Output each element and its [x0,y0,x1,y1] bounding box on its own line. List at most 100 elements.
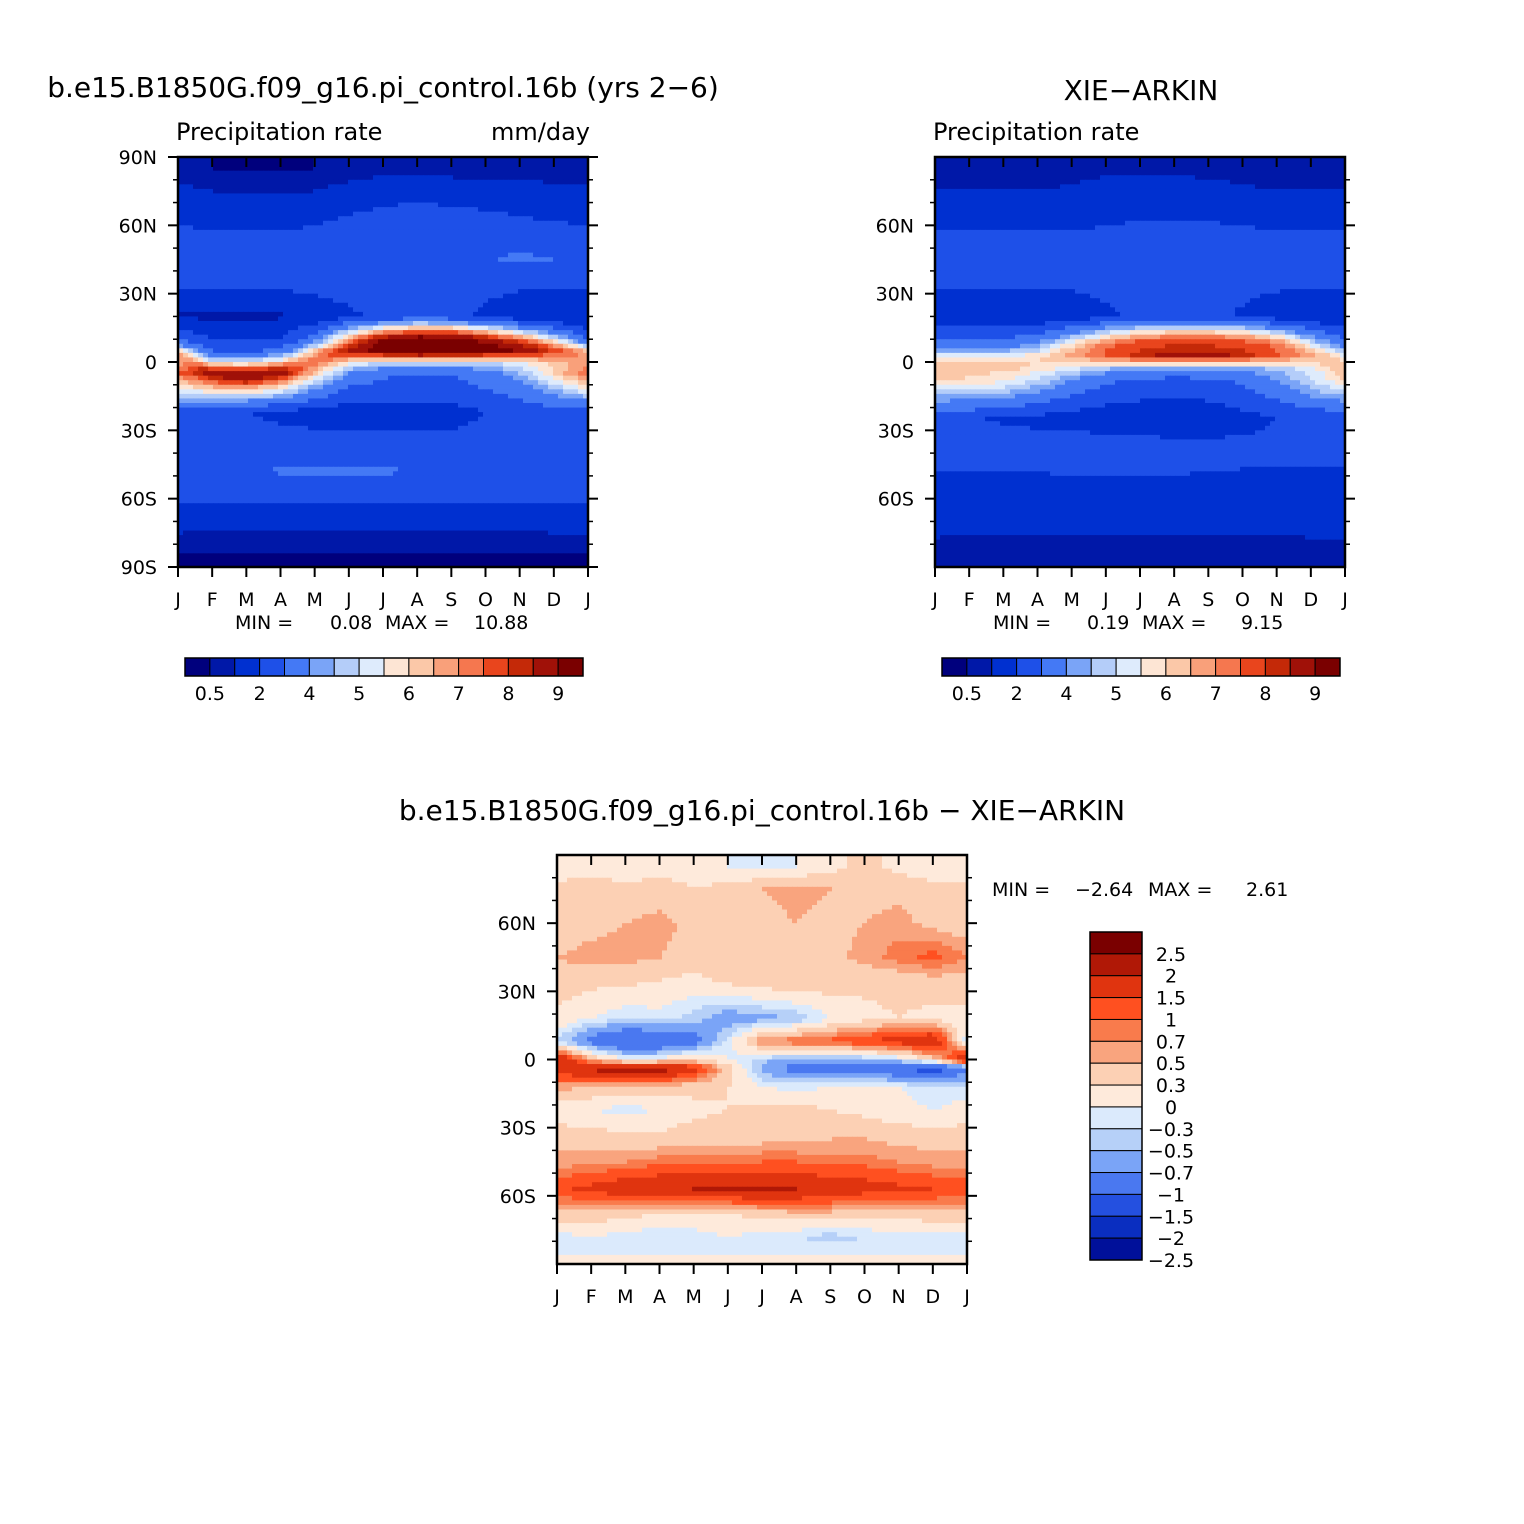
heatmap-cell [218,384,224,390]
heatmap-cell [228,225,234,231]
heatmap-cell [368,430,374,436]
heatmap-cell [478,384,484,390]
heatmap-cell [568,425,574,431]
heatmap-cell [578,412,584,418]
heatmap-cell [323,416,329,422]
heatmap-cell [273,398,279,404]
heatmap-cell [238,257,244,263]
heatmap-cell [528,393,534,400]
heatmap-cell [553,166,559,172]
heatmap-cell [513,184,519,190]
heatmap-cell [398,280,404,286]
heatmap-cell [488,266,494,272]
heatmap-cell [233,198,239,204]
heatmap-cell [258,393,264,400]
heatmap-cell [283,380,289,386]
heatmap-cell [383,248,389,254]
heatmap-cell [363,339,369,345]
heatmap-cell [243,403,249,409]
heatmap-cell [258,321,264,327]
heatmap-cell [193,225,199,231]
heatmap-cell [403,362,409,368]
heatmap-cell [313,393,319,400]
heatmap-cell [228,412,234,418]
heatmap-cell [303,184,309,190]
heatmap-cell [473,393,479,400]
heatmap-cell [333,375,339,381]
heatmap-cell [363,229,369,236]
heatmap-cell [418,252,424,258]
heatmap-cell [293,225,299,231]
heatmap-cell [518,352,524,359]
heatmap-cell [233,261,239,267]
heatmap-cell [563,261,569,267]
heatmap-cell [363,293,369,299]
heatmap-cell [378,380,384,386]
heatmap-cell [298,202,304,208]
heatmap-cell [323,334,329,340]
heatmap-cell [188,403,194,409]
heatmap-cell [408,393,414,400]
heatmap-cell [518,198,524,204]
heatmap-cell [548,425,554,431]
heatmap-cell [538,321,544,327]
heatmap-cell [513,202,519,208]
heatmap-cell [548,366,554,372]
heatmap-cell [293,380,299,386]
heatmap-cell [373,280,379,286]
heatmap-cell [268,339,274,345]
heatmap-cell [278,229,284,236]
heatmap-cell [358,339,364,345]
heatmap-cell [508,307,514,313]
heatmap-cell [263,393,269,400]
heatmap-cell [423,366,429,372]
heatmap-cell [398,161,404,167]
heatmap-cell [503,166,509,172]
heatmap-cell [398,239,404,245]
heatmap-cell [228,193,234,199]
heatmap-cell [393,266,399,272]
heatmap-cell [298,307,304,313]
heatmap-cell [378,179,384,185]
heatmap-cell [533,293,539,299]
heatmap-cell [343,375,349,381]
heatmap-cell [438,403,444,409]
heatmap-cell [398,311,404,318]
heatmap-cell [388,289,394,295]
heatmap-cell [378,188,384,195]
heatmap-cell [178,298,184,304]
heatmap-cell [193,289,199,295]
heatmap-cell [308,302,314,308]
heatmap-cell [573,343,579,349]
heatmap-cell [193,248,199,254]
heatmap-cell [578,307,584,313]
heatmap-cell [368,334,374,340]
heatmap-cell [463,343,469,349]
heatmap-cell [378,289,384,295]
heatmap-cell [328,398,334,404]
heatmap-cell [383,375,389,381]
heatmap-cell [353,302,359,308]
heatmap-cell [328,425,334,431]
heatmap-cell [178,266,184,272]
heatmap-cell [448,398,454,404]
heatmap-cell [308,257,314,263]
heatmap-cell [433,362,439,368]
heatmap-cell [298,311,304,318]
heatmap-cell [378,211,384,217]
heatmap-cell [248,302,254,308]
heatmap-cell [333,362,339,368]
heatmap-cell [373,362,379,368]
heatmap-cell [218,407,224,413]
heatmap-cell [203,284,209,290]
heatmap-cell [248,216,254,222]
heatmap-cell [328,248,334,254]
heatmap-cell [388,207,394,213]
heatmap-cell [373,384,379,390]
heatmap-cell [488,325,494,331]
heatmap-cell [383,371,389,377]
heatmap-cell [448,257,454,263]
heatmap-cell [483,416,489,422]
heatmap-cell [553,421,559,427]
heatmap-cell [428,161,434,167]
